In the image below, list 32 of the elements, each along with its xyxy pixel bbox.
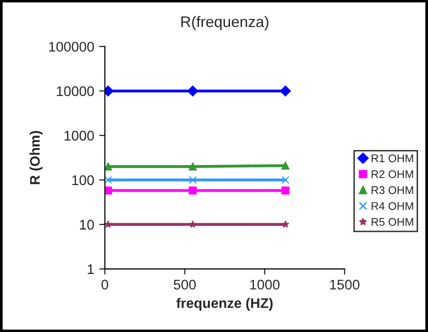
legend-label: R2 OHM <box>372 170 414 178</box>
point <box>104 162 112 171</box>
y-tick-label: 1000 <box>64 130 94 141</box>
y-tick-label: 100 <box>72 175 94 186</box>
x-tick-label: 500 <box>174 280 196 290</box>
x-tick-label: 1000 <box>250 280 280 290</box>
y-tick-label: 100000 <box>49 42 94 52</box>
point <box>281 176 290 184</box>
point <box>188 220 197 228</box>
legend-label: R5 OHM <box>372 218 414 226</box>
point <box>188 186 197 194</box>
point <box>104 220 112 228</box>
point <box>280 86 291 96</box>
point <box>104 176 112 184</box>
point <box>188 162 197 171</box>
y-axis-title: R (Ohm) <box>30 131 43 184</box>
point <box>104 186 112 194</box>
point <box>281 186 290 194</box>
x-tick-label: 0 <box>102 280 108 290</box>
point <box>188 176 197 184</box>
legend-label: R3 OHM <box>372 186 414 194</box>
y-tick-label: 10000 <box>56 86 94 96</box>
chart-title: R(frequenza) <box>181 16 268 30</box>
legend-label: R4 OHM <box>372 202 414 210</box>
point <box>282 220 290 228</box>
y-tick-label: 1 <box>88 264 94 274</box>
point <box>187 86 198 96</box>
x-axis-title: frequenze (HZ) <box>176 298 273 311</box>
point <box>281 162 290 170</box>
y-tick-label: 10 <box>80 220 94 230</box>
legend-label: R1 OHM <box>372 154 414 162</box>
x-tick-label: 1500 <box>330 280 360 290</box>
